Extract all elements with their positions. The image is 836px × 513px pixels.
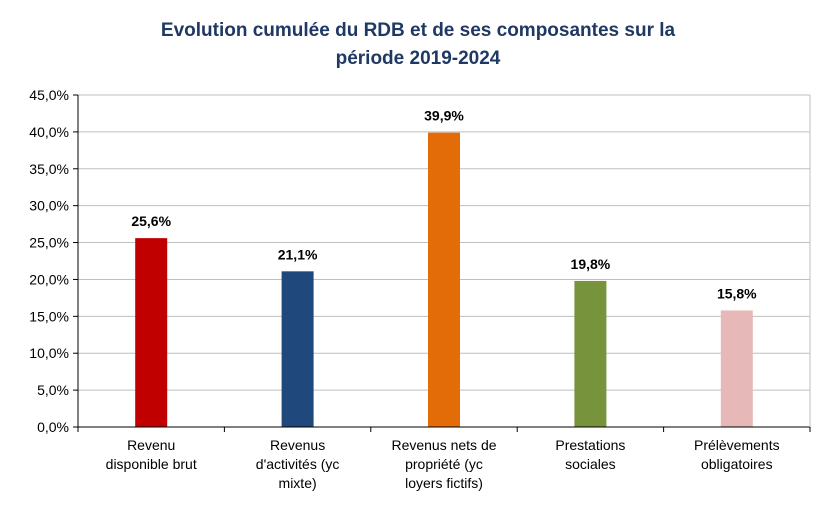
- y-tick-label: 20,0%: [29, 271, 69, 287]
- category-label: propriété (yc: [405, 456, 483, 472]
- y-tick-label: 10,0%: [29, 345, 69, 361]
- y-tick-label: 25,0%: [29, 235, 69, 251]
- category-label: Revenu: [127, 437, 175, 453]
- category-label: loyers fictifs): [405, 475, 483, 491]
- y-tick-label: 35,0%: [29, 161, 69, 177]
- axes: [77, 95, 811, 428]
- category-labels: Revenu disponible brut Revenus d'activités …: [77, 427, 811, 491]
- bar-value-label: 21,1%: [278, 246, 318, 262]
- chart-title-line: Evolution cumulée du RDB et de ses compo…: [161, 20, 676, 41]
- chart-title-line: période 2019-2024: [336, 48, 501, 69]
- category-label: disponible brut: [106, 456, 197, 472]
- y-tick-label: 0,0%: [37, 419, 69, 435]
- data-labels: 25,6% 21,1% 39,9% 19,8% 15,8%: [131, 108, 757, 302]
- bar-value-label: 15,8%: [717, 285, 757, 301]
- category-label: Revenus: [270, 437, 325, 453]
- chart-title: Evolution cumulée du RDB et de ses compo…: [161, 20, 676, 69]
- category-label: mixte): [279, 475, 317, 491]
- category-label: Revenus nets de: [391, 437, 496, 453]
- category-label: Prestations: [555, 437, 625, 453]
- category-label: d'activités (yc: [256, 456, 340, 472]
- bar: [281, 271, 314, 427]
- bar-value-label: 25,6%: [131, 213, 171, 229]
- bar-value-label: 39,9%: [424, 108, 464, 124]
- category-label: obligatoires: [701, 456, 773, 472]
- category-label: sociales: [565, 456, 616, 472]
- bar: [574, 280, 607, 427]
- bar: [428, 132, 460, 428]
- y-tick-label: 45,0%: [29, 87, 69, 103]
- y-tick-label: 40,0%: [29, 124, 69, 140]
- y-tick-label: 30,0%: [29, 198, 69, 214]
- bars: [135, 132, 753, 428]
- y-tick-label: 15,0%: [29, 308, 69, 324]
- bar: [135, 238, 168, 427]
- y-axis-tick-labels: 0,0% 5,0% 10,0% 15,0% 20,0% 25,0% 30,0% 35,0% 40…: [29, 87, 69, 435]
- bar: [720, 310, 753, 427]
- y-tick-label: 5,0%: [37, 382, 69, 398]
- bar-value-label: 19,8%: [571, 256, 611, 272]
- category-label: Prélèvements: [694, 437, 780, 453]
